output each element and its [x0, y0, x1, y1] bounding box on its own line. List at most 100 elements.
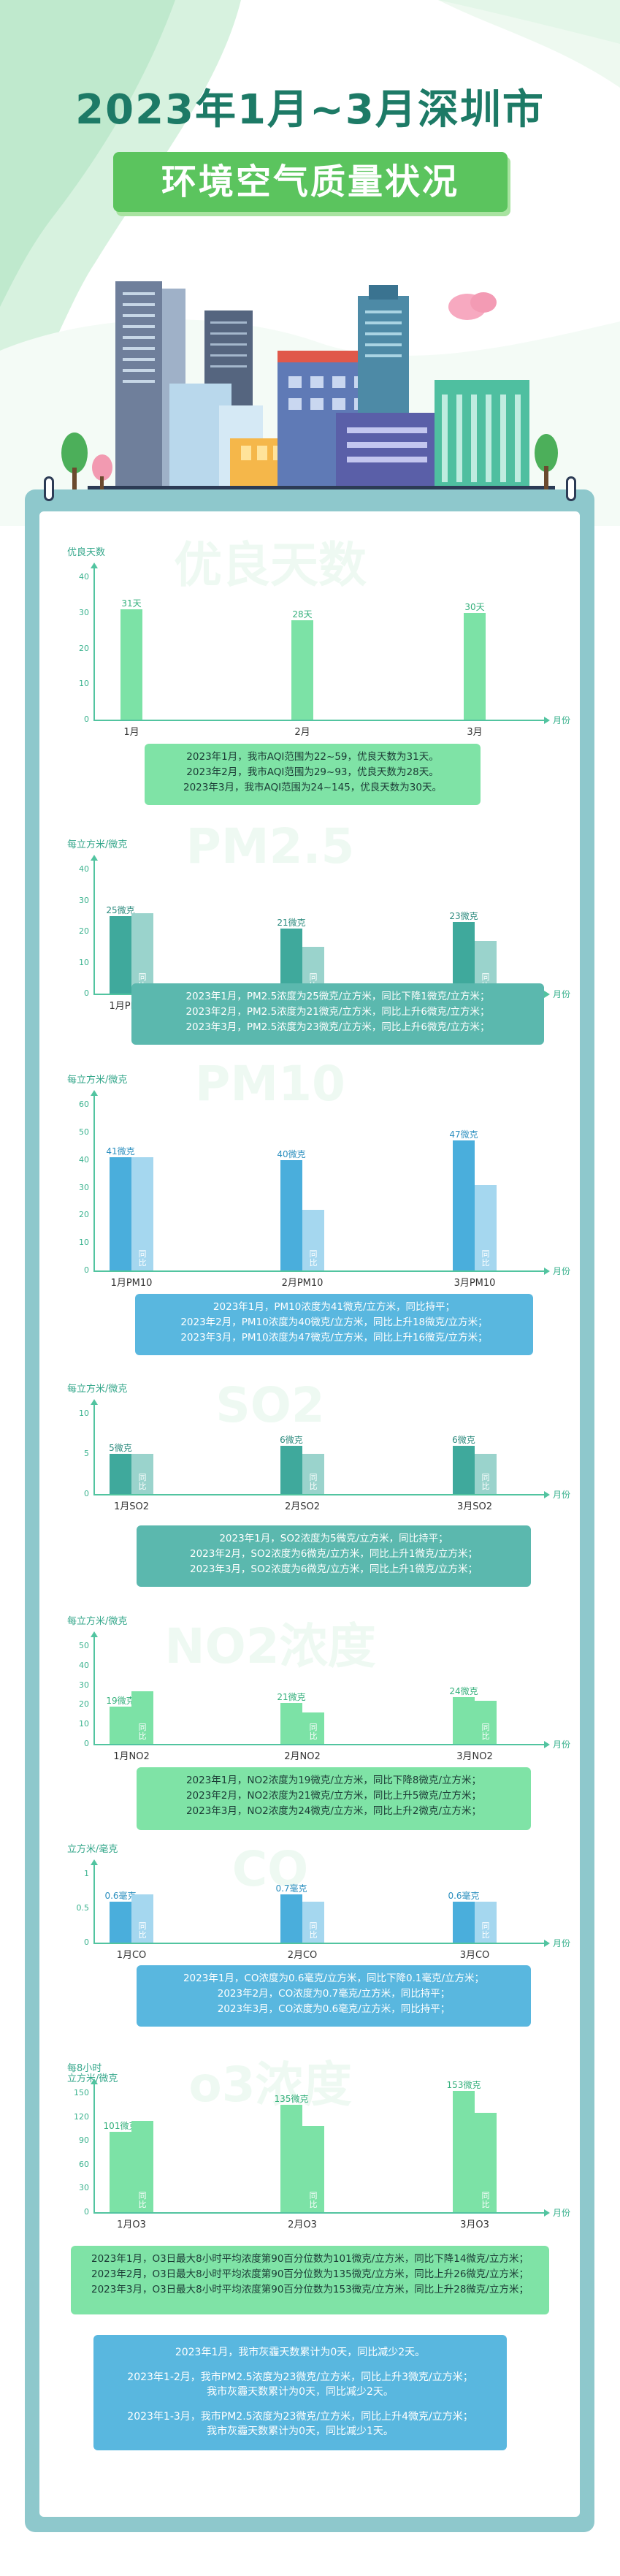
y-tick-label: 0: [84, 988, 89, 998]
y-axis-arrow: [91, 1090, 98, 1096]
note-line: 2023年1月，我市AQI范围为22~59，优良天数为31天。: [186, 751, 439, 763]
summary-line: 2023年1月，我市灰霾天数累计为0天，同比减少2天。: [175, 2347, 426, 2358]
bar-data-label: 6微克: [452, 1435, 475, 1445]
x-axis-arrow: [544, 1268, 550, 1275]
section-note: 2023年1月，SO2浓度为5微克/立方米，同比持平； 2023年2月，SO2浓度…: [137, 1525, 531, 1587]
y-axis-unit: 每立方米/微克: [67, 839, 128, 850]
bar-previous-year-tag: 同比: [481, 1249, 490, 1268]
note-line: 2023年3月，O3日最大8小时平均浓度第90百分位数为153微克/立方米，同比…: [91, 2284, 529, 2295]
note-line: 2023年1月，PM2.5浓度为25微克/立方米，同比下降1微克/立方米；: [185, 991, 490, 1002]
section-note: 2023年1月，NO2浓度为19微克/立方米，同比下降8微克/立方米； 2023年…: [137, 1767, 531, 1830]
bar-previous-year: [302, 1209, 324, 1270]
bar-current: [120, 609, 142, 720]
note-line: 2023年2月，O3日最大8小时平均浓度第90百分位数为135微克/立方米，同比…: [91, 2268, 529, 2280]
note-line: 2023年2月，PM10浓度为40微克/立方米，同比上升18微克/立方米；: [180, 1316, 488, 1328]
x-axis-name: 月份: [553, 715, 571, 725]
bar-data-label: 30天: [464, 601, 485, 612]
bar-data-label: 21微克: [277, 1691, 306, 1702]
note-line: 2023年1月，NO2浓度为19微克/立方米，同比下降8微克/立方米；: [185, 1775, 482, 1786]
y-tick-label: 60: [79, 2159, 89, 2169]
x-axis-name: 月份: [553, 989, 571, 999]
note-line: 2023年3月，SO2浓度为6微克/立方米，同比上升1微克/立方米；: [189, 1563, 478, 1575]
bar-previous-year-tag: 同比: [138, 2191, 147, 2209]
y-tick-label: 120: [74, 2111, 89, 2122]
note-line: 2023年3月，我市AQI范围为24~145，优良天数为30天。: [183, 782, 442, 793]
bar-current: [110, 1156, 131, 1270]
x-tick-label: 3月NO2: [456, 1751, 493, 1762]
x-axis-arrow: [544, 991, 550, 998]
y-tick-label: 20: [79, 1699, 89, 1710]
y-tick-label: 60: [79, 1100, 89, 1109]
y-axis: [93, 1864, 95, 1943]
y-axis: [93, 1403, 95, 1494]
page-subtitle: 环境空气质量状况: [161, 161, 459, 202]
bar-previous-year-tag: 同比: [481, 2191, 490, 2209]
y-tick-label: 30: [79, 2183, 89, 2193]
note-line: 2023年2月，NO2浓度为21微克/立方米，同比上升5微克/立方米；: [185, 1790, 482, 1802]
y-tick-label: 40: [79, 572, 89, 582]
y-tick-label: 30: [79, 895, 89, 905]
bar-previous-year: [475, 2113, 497, 2212]
bar-data-label: 47微克: [449, 1129, 478, 1140]
bar-current: [280, 1159, 302, 1270]
x-axis-name: 月份: [553, 2208, 571, 2218]
x-tick-label: 3月: [467, 727, 483, 738]
section-note: 2023年1月，我市AQI范围为22~59，优良天数为31天。 2023年2月，我…: [145, 744, 481, 805]
y-tick-label: 40: [79, 1154, 89, 1165]
note-line: 2023年1月，PM10浓度为41微克/立方米，同比持平；: [213, 1301, 456, 1313]
x-tick-label: 3月PM10: [453, 1278, 496, 1289]
x-tick-label: 2月NO2: [284, 1751, 321, 1762]
bar-previous-year: [475, 1701, 497, 1744]
note-line: 2023年1月，SO2浓度为5微克/立方米，同比持平；: [219, 1533, 448, 1544]
y-tick-label: 20: [79, 926, 89, 936]
y-tick-label: 50: [79, 1127, 89, 1137]
bar-data-label: 28天: [292, 609, 313, 620]
x-axis: [93, 1943, 544, 1944]
x-tick-label: 3月CO: [459, 1950, 490, 1961]
y-tick-label: 30: [79, 607, 89, 617]
bar-data-label: 40微克: [277, 1148, 306, 1159]
bar-current: [453, 922, 475, 994]
bar-current: [110, 2132, 131, 2212]
bar-previous-year-tag: 同比: [309, 1921, 318, 1940]
y-axis-arrow: [91, 1859, 98, 1865]
y-axis: [93, 2083, 95, 2212]
summary-line: 我市灰霾天数累计为0天，同比减少1天。: [207, 2426, 394, 2437]
x-axis: [93, 1744, 544, 1745]
bar-previous-year-tag: 同比: [138, 1723, 147, 1741]
y-tick-label: 0: [84, 715, 89, 724]
x-axis-arrow: [544, 1940, 550, 1947]
bar-previous-year-tag: 同比: [309, 2191, 318, 2209]
x-tick-label: 3月O3: [460, 2219, 489, 2230]
y-tick-label: 0: [84, 1489, 89, 1498]
y-axis-unit: 每立方米/微克: [67, 1075, 128, 1086]
bar-current: [453, 1696, 475, 1744]
note-line: 2023年1月，CO浓度为0.6毫克/立方米，同比下降0.1毫克/立方米；: [183, 1973, 485, 1984]
bar-current: [464, 612, 486, 720]
bar-current: [453, 2090, 475, 2212]
x-tick-label: 1月PM10: [110, 1278, 153, 1289]
y-tick-label: 20: [79, 1210, 89, 1220]
bar-data-label: 21微克: [277, 917, 306, 928]
y-tick-label: 30: [79, 1680, 89, 1690]
x-axis: [93, 2212, 544, 2214]
note-line: 2023年2月，SO2浓度为6微克/立方米，同比上升1微克/立方米；: [189, 1548, 478, 1560]
y-axis-arrow: [91, 1399, 98, 1405]
bar-data-label: 19微克: [106, 1696, 135, 1707]
bar-previous-year-tag: 同比: [481, 1723, 490, 1741]
summary-line: 2023年1-3月，我市PM2.5浓度为23微克/立方米，同比上升4微克/立方米…: [127, 2411, 473, 2423]
y-tick-label: 10: [79, 1719, 89, 1729]
bar-current: [291, 620, 313, 720]
x-axis-name: 月份: [553, 1739, 571, 1750]
x-axis-name: 月份: [553, 1490, 571, 1500]
y-axis-unit: 立方米/毫克: [67, 1844, 118, 1855]
frame-pin-left: [44, 476, 54, 501]
x-tick-label: 1月: [123, 727, 139, 738]
bar-data-label: 153微克: [446, 2079, 481, 2090]
y-axis-arrow: [91, 563, 98, 568]
bar-data-label: 25微克: [106, 904, 135, 915]
x-axis-arrow: [544, 2209, 550, 2217]
y-tick-label: 1: [84, 1869, 89, 1878]
y-tick-label: 0.5: [76, 1903, 90, 1913]
page-title: 2023年1月~3月深圳市: [75, 86, 545, 134]
